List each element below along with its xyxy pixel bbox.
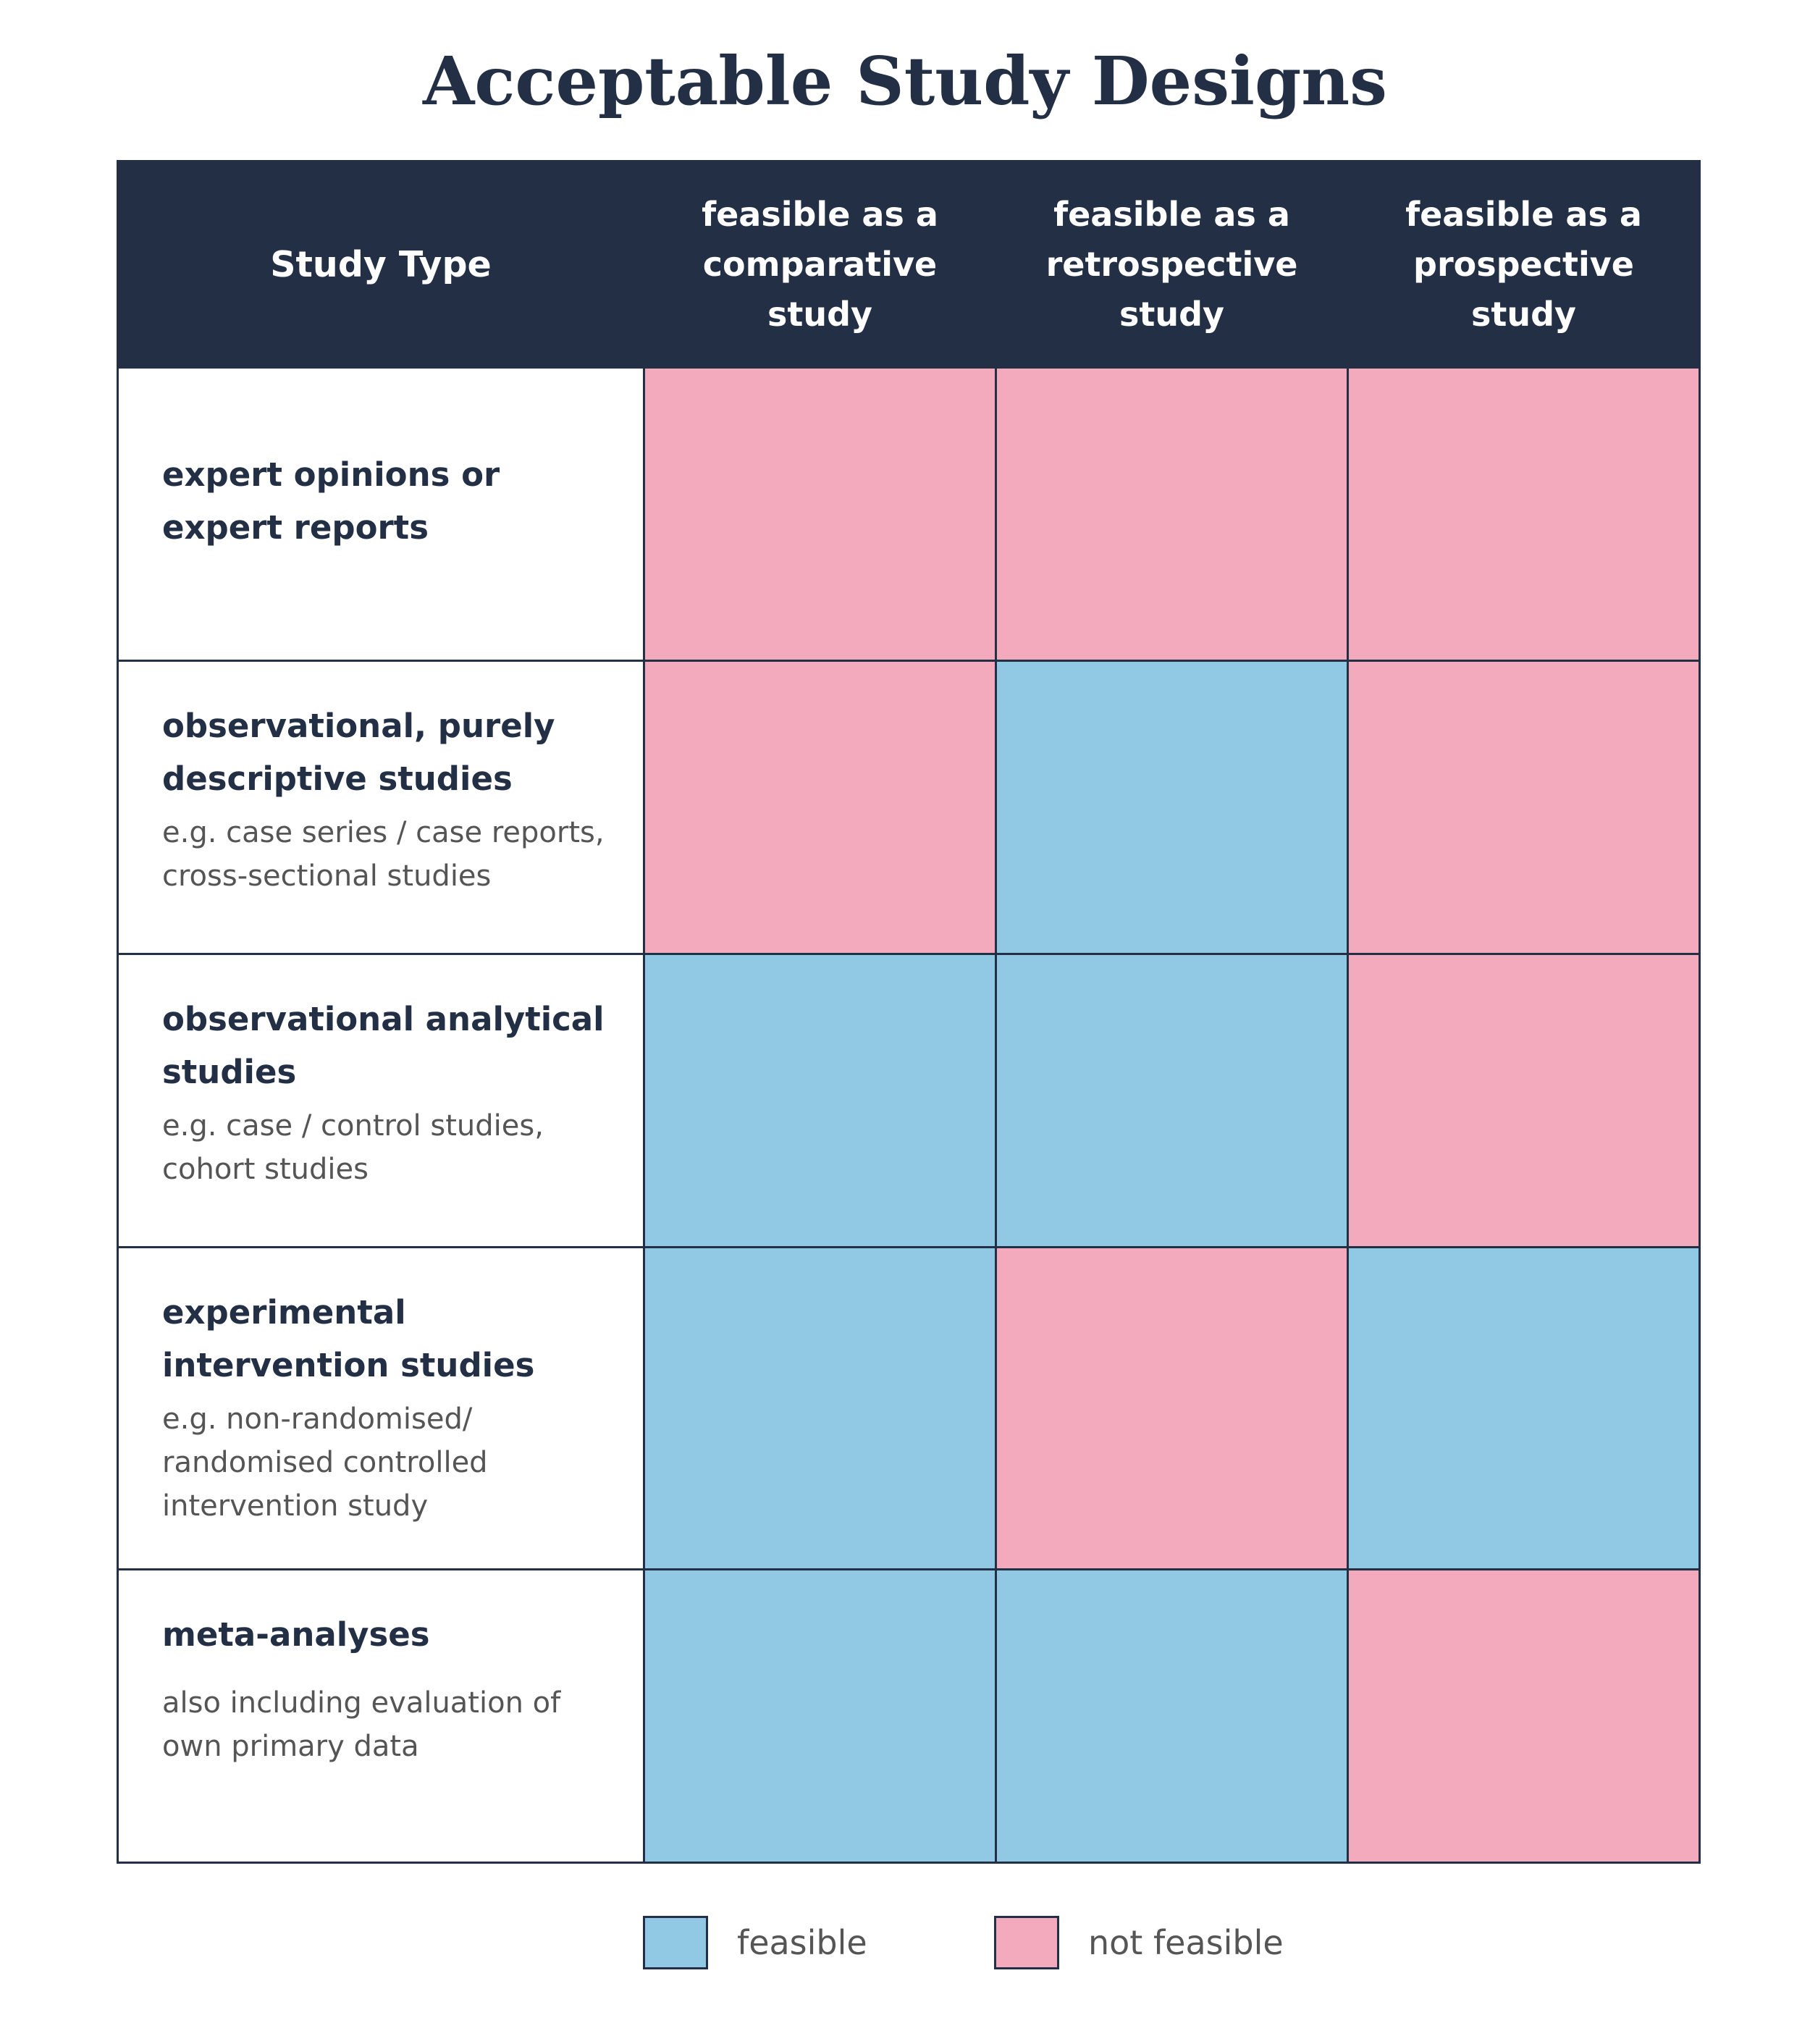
row-description: e.g. non-randomised/ randomised controll… — [162, 1402, 488, 1523]
legend-swatch-not-feasible — [994, 1916, 1059, 1969]
feasibility-cell — [995, 953, 1349, 1248]
row-label: observational analytical studies e.g. ca… — [117, 953, 645, 1248]
row-label: expert opinions or expert reports — [117, 366, 645, 662]
feasibility-cell — [995, 1246, 1349, 1570]
table-row: observational, purely descriptive studie… — [117, 660, 1701, 955]
row-title: meta-analyses — [162, 1615, 430, 1654]
feasibility-cell — [995, 366, 1349, 662]
legend-swatch-feasible — [643, 1916, 708, 1969]
row-title: experimental intervention studies — [162, 1293, 535, 1384]
feasibility-cell — [1347, 366, 1701, 662]
table-row: expert opinions or expert reports — [117, 366, 1701, 662]
feasibility-cell — [1347, 660, 1701, 955]
header-retrospective: feasible as a retrospective study — [995, 160, 1349, 369]
feasibility-cell — [995, 1568, 1349, 1864]
row-title: expert opinions or expert reports — [162, 455, 500, 547]
header-comparative: feasible as a comparative study — [643, 160, 997, 369]
row-description: also including evaluation of own primary… — [162, 1686, 561, 1763]
table-row: meta-analyses also including evaluation … — [117, 1568, 1701, 1864]
header-prospective: feasible as a prospective study — [1347, 160, 1701, 369]
row-label: observational, purely descriptive studie… — [117, 660, 645, 955]
row-description: e.g. case / control studies, cohort stud… — [162, 1109, 544, 1186]
feasibility-cell — [643, 953, 997, 1248]
legend-label-feasible: feasible — [737, 1923, 867, 1962]
row-description: e.g. case series / case reports, cross-s… — [162, 816, 605, 893]
feasibility-cell — [1347, 953, 1701, 1248]
feasibility-cell — [643, 366, 997, 662]
row-title: observational analytical studies — [162, 1000, 605, 1091]
legend-label-not-feasible: not feasible — [1088, 1923, 1284, 1962]
feasibility-cell — [643, 1568, 997, 1864]
legend: feasible not feasible — [0, 1916, 1810, 1969]
feasibility-cell — [643, 1246, 997, 1570]
row-title: observational, purely descriptive studie… — [162, 707, 555, 798]
row-label: meta-analyses also including evaluation … — [117, 1568, 645, 1864]
study-design-table: Study Type feasible as a comparative stu… — [117, 160, 1701, 1864]
table-row: experimental intervention studies e.g. n… — [117, 1246, 1701, 1570]
row-label: experimental intervention studies e.g. n… — [117, 1246, 645, 1570]
table-row: observational analytical studies e.g. ca… — [117, 953, 1701, 1248]
feasibility-cell — [1347, 1568, 1701, 1864]
header-study-type: Study Type — [117, 160, 645, 369]
feasibility-cell — [1347, 1246, 1701, 1570]
feasibility-cell — [643, 660, 997, 955]
page-title: Acceptable Study Designs — [423, 42, 1387, 120]
feasibility-cell — [995, 660, 1349, 955]
header-row: Study Type feasible as a comparative stu… — [117, 160, 1701, 369]
